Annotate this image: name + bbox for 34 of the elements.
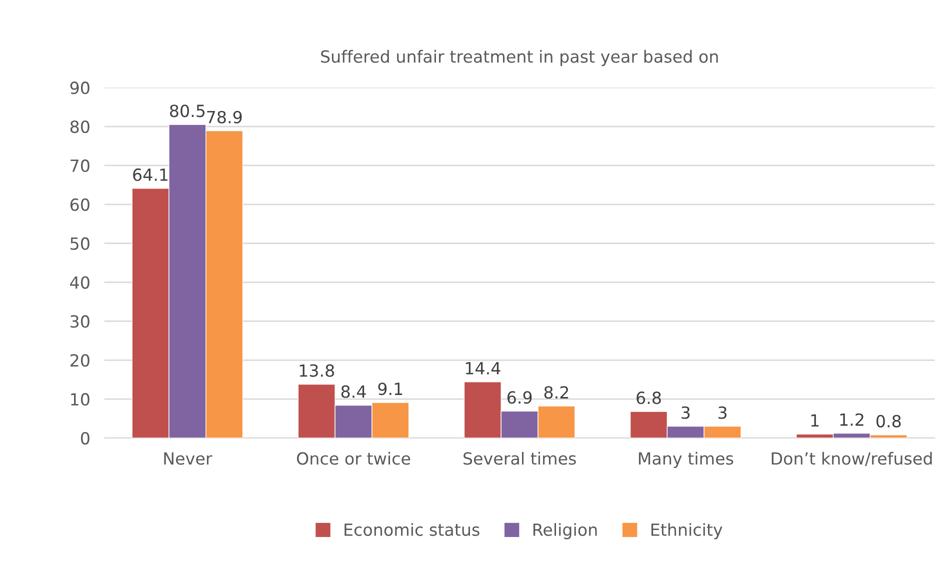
y-tick-label: 90	[70, 82, 90, 94]
legend-label: Economic status	[344, 523, 480, 536]
data-label: 13.8	[300, 364, 334, 377]
data-label: 64.1	[133, 168, 168, 182]
y-tick-label: 0	[80, 432, 90, 445]
data-label: 78.9	[207, 110, 242, 124]
chart-title: Suffered unfair treatment in past year based on	[321, 50, 718, 66]
data-label: 9.1	[378, 382, 402, 396]
legend-label: Religion	[533, 523, 597, 540]
data-label: 1	[811, 414, 819, 426]
data-label: 8.2	[544, 386, 568, 399]
y-tick-label: 40	[70, 276, 90, 289]
data-label: 6.8	[636, 392, 661, 404]
x-tick-label: Don’t know/refused	[772, 452, 932, 466]
y-tick-label: 80	[70, 120, 90, 134]
data-label: 6.9	[507, 391, 532, 404]
data-label: 0.8	[876, 414, 901, 428]
x-tick-label: Never	[164, 452, 212, 465]
x-tick-label: Many times	[638, 452, 734, 468]
y-tick-label: 30	[70, 315, 90, 328]
y-tick-label: 50	[70, 237, 90, 250]
y-tick-label: 60	[70, 198, 90, 211]
data-label: 14.4	[466, 362, 500, 374]
data-label: 3	[718, 406, 727, 419]
legend-label: Ethnicity	[651, 523, 722, 540]
y-tick-label: 10	[71, 393, 90, 406]
data-label: 80.5	[170, 104, 205, 118]
x-tick-label: Once or twice	[296, 452, 410, 465]
x-tick-label: Several times	[464, 452, 576, 465]
y-tick-label: 20	[70, 354, 90, 367]
y-tick-label: 70	[70, 159, 90, 172]
data-label: 1.2	[840, 413, 864, 426]
data-label: 8.4	[341, 385, 366, 398]
data-label: 3	[682, 406, 690, 419]
